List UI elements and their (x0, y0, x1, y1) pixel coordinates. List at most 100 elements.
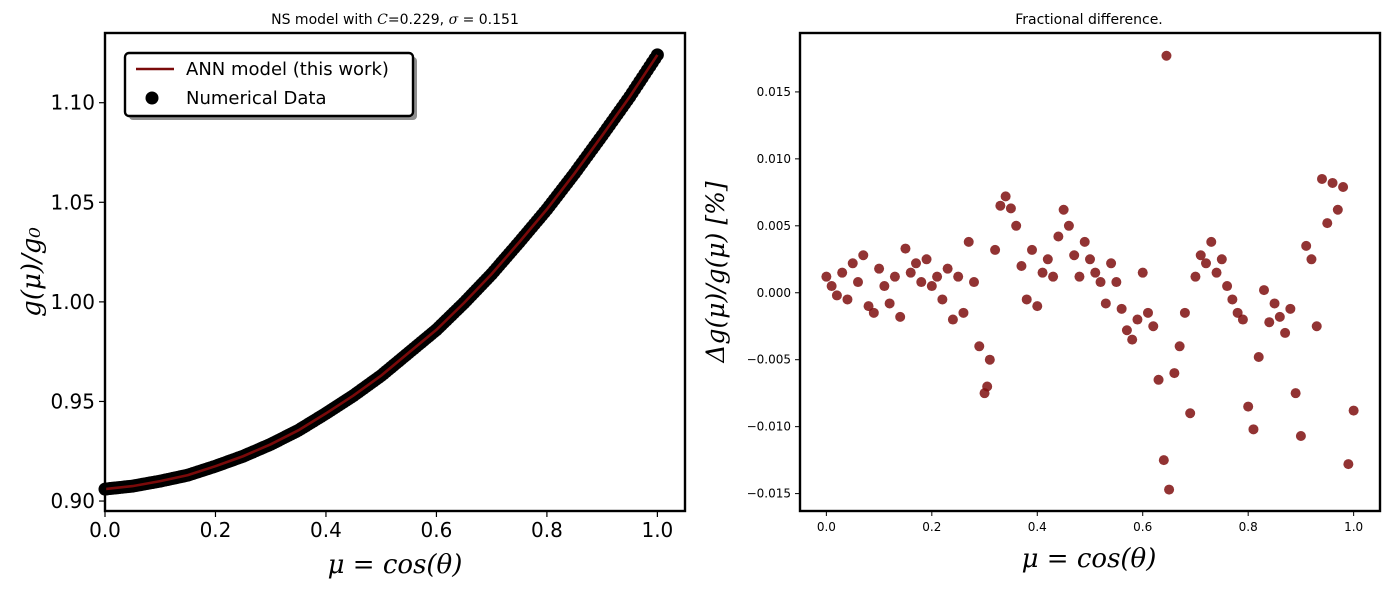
residual-point (932, 271, 943, 282)
residual-point (1227, 294, 1238, 305)
residual-point (911, 258, 921, 269)
residual-point (874, 263, 885, 274)
residual-point (1317, 173, 1327, 184)
residual-point (969, 277, 979, 288)
residual-point (916, 277, 927, 288)
residual-point (1164, 484, 1175, 495)
residual-point (889, 271, 900, 282)
residual-point (1338, 181, 1349, 192)
residual-point (879, 281, 890, 292)
left-x-axis-label: μ = cos(θ) (328, 550, 463, 580)
right-plot-area (821, 50, 1359, 495)
residual-point (1148, 321, 1159, 332)
residual-point (947, 314, 958, 325)
residual-point (1343, 459, 1354, 470)
residual-point (837, 267, 848, 278)
y-tick-label: −0.010 (747, 420, 791, 434)
residual-point (1058, 204, 1069, 215)
right-x-axis-label: μ = cos(θ) (1022, 544, 1157, 574)
x-tick-label: 0.4 (1028, 520, 1047, 534)
right-chart-panel: Fractional difference. 0.0 0.2 0.4 0.6 0.8 1.… (701, 12, 1382, 574)
residual-point (1195, 250, 1206, 261)
legend: ANN model (this work) Numerical Data (123, 51, 417, 120)
residual-point (1169, 368, 1180, 379)
left-x-ticks: 0.0 0.2 0.4 0.6 0.8 1.0 (89, 511, 673, 542)
x-tick-label: 0.0 (817, 520, 836, 534)
residual-point (963, 236, 974, 247)
y-tick-label: 1.00 (50, 290, 95, 314)
residual-point (1248, 424, 1259, 435)
x-tick-label: 0.2 (922, 520, 941, 534)
residual-point (826, 281, 837, 292)
residual-point (1121, 325, 1132, 336)
left-y-axis-label: g(μ)/g₀ (17, 227, 47, 317)
residual-point (1063, 220, 1074, 231)
residual-point (982, 381, 993, 392)
residual-point (1048, 271, 1059, 282)
residual-point (1301, 240, 1312, 251)
y-tick-label: −0.005 (747, 353, 791, 367)
legend-scatter-label: Numerical Data (186, 88, 327, 109)
residual-point (1222, 281, 1233, 292)
residual-point (1190, 271, 1201, 282)
residual-point (1137, 267, 1148, 278)
residual-point (821, 271, 832, 282)
residual-point (847, 258, 858, 269)
residual-point (1095, 277, 1106, 288)
residual-point (1132, 314, 1143, 325)
residual-point (900, 243, 911, 254)
y-tick-label: 0.000 (757, 286, 791, 300)
residual-points (821, 50, 1359, 495)
left-chart-panel: NS model with C=0.229, σ = 0.151 0.0 0.2 0… (17, 12, 687, 580)
left-axes-frame (103, 31, 687, 513)
y-tick-label: 0.005 (757, 219, 791, 233)
residual-point (1174, 341, 1185, 352)
residual-point (1053, 231, 1064, 242)
residual-point (1332, 204, 1343, 215)
residual-point (1143, 307, 1153, 318)
residual-point (1269, 298, 1280, 309)
x-tick-label: 0.2 (200, 518, 232, 542)
residual-point (995, 200, 1006, 211)
right-y-axis-label: Δg(μ)/g(μ) [%] (701, 181, 730, 363)
x-tick-label: 0.6 (421, 518, 453, 542)
x-tick-label: 0.8 (531, 518, 563, 542)
residual-point (958, 307, 969, 318)
residual-point (1037, 267, 1048, 278)
residual-point (1074, 271, 1085, 282)
y-tick-label: 0.95 (50, 389, 95, 413)
residual-point (1079, 236, 1090, 247)
x-tick-label: 0.8 (1239, 520, 1258, 534)
residual-point (853, 277, 863, 288)
residual-point (1090, 267, 1101, 278)
left-chart-title: NS model with C=0.229, σ = 0.151 (271, 12, 519, 28)
residual-point (905, 267, 916, 278)
left-plot-area (98, 48, 664, 496)
legend-line-label: ANN model (this work) (186, 59, 389, 80)
residual-point (1000, 191, 1011, 202)
right-y-ticks: −0.015 −0.010 −0.005 0.000 0.005 0.010 0.015 (747, 85, 800, 501)
y-tick-label: 0.010 (757, 152, 791, 166)
residual-point (1264, 317, 1275, 328)
residual-point (1259, 285, 1269, 296)
residual-point (1311, 321, 1322, 332)
residual-point (1100, 298, 1111, 309)
residual-point (1201, 258, 1211, 269)
residual-point (1116, 303, 1127, 314)
residual-point (1253, 352, 1264, 363)
residual-point (1348, 405, 1359, 416)
residual-point (1111, 277, 1122, 288)
ann-model-line (104, 54, 659, 491)
residual-point (1280, 327, 1291, 338)
residual-point (1011, 220, 1022, 231)
right-x-ticks: 0.0 0.2 0.4 0.6 0.8 1.0 (817, 511, 1363, 534)
residual-point (921, 254, 932, 265)
residual-point (1106, 258, 1117, 269)
y-tick-label: 0.015 (757, 85, 791, 99)
residual-point (1016, 260, 1027, 271)
residual-point (1021, 294, 1032, 305)
right-chart-title: Fractional difference. (1015, 12, 1163, 28)
legend-scatter-swatch (145, 91, 159, 105)
residual-point (1158, 455, 1169, 466)
